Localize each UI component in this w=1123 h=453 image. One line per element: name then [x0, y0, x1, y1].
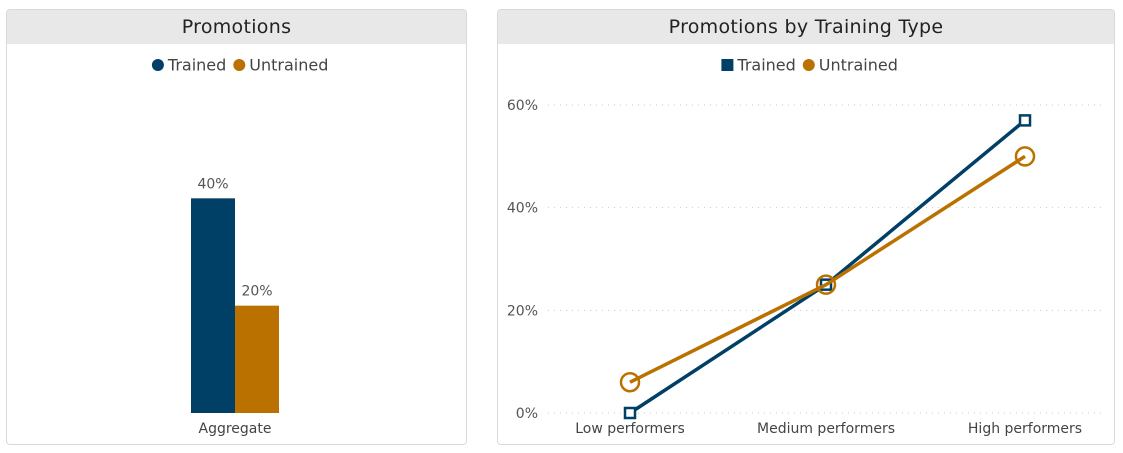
- bar-untrained-label: 20%: [241, 284, 272, 300]
- y-tick-label: 60%: [507, 98, 538, 114]
- series-untrained-point: [619, 371, 641, 393]
- promotions-title: Promotions: [7, 10, 466, 44]
- legend-trained-marker: [721, 59, 734, 71]
- legend-untrained-label: Untrained: [249, 56, 328, 75]
- promotions-by-training-title: Promotions by Training Type: [498, 10, 1114, 44]
- bar-untrained: [235, 305, 279, 413]
- legend-untrained-marker: [802, 59, 815, 71]
- bar-trained: [191, 198, 235, 413]
- promotions-line-chart: Trained Untrained 0% 20% 40% 60% Low performer…: [507, 56, 1103, 437]
- x-tick-label: Low performers: [575, 421, 685, 437]
- promotions-panel: Promotions Trained Untrained 40% 20% Aggrega…: [6, 9, 467, 445]
- legend-trained-label: Trained: [167, 56, 226, 75]
- series-trained-point: [1018, 114, 1032, 127]
- legend-untrained-label: Untrained: [819, 56, 898, 75]
- legend-trained-marker: [151, 59, 164, 71]
- series-untrained-line: [629, 154, 1026, 384]
- y-tick-label: 40%: [507, 201, 538, 217]
- legend-untrained-marker: [233, 59, 246, 71]
- y-tick-label: 20%: [507, 303, 538, 319]
- series-trained-point: [623, 406, 637, 420]
- promotions-by-training-panel: Promotions by Training Type Trained Untra…: [497, 9, 1115, 445]
- x-tick-label: High performers: [968, 421, 1082, 437]
- series-untrained-point: [815, 274, 837, 295]
- legend-trained-label: Trained: [736, 56, 795, 75]
- x-tick-label: Medium performers: [757, 421, 895, 437]
- series-trained-line: [629, 119, 1027, 415]
- promotions-bar-chart: Trained Untrained 40% 20% Aggregate: [151, 56, 328, 437]
- series-untrained-point: [1014, 146, 1036, 167]
- y-tick-label: 0%: [516, 406, 538, 422]
- x-category-label: Aggregate: [199, 421, 272, 437]
- bar-trained-label: 40%: [197, 176, 228, 192]
